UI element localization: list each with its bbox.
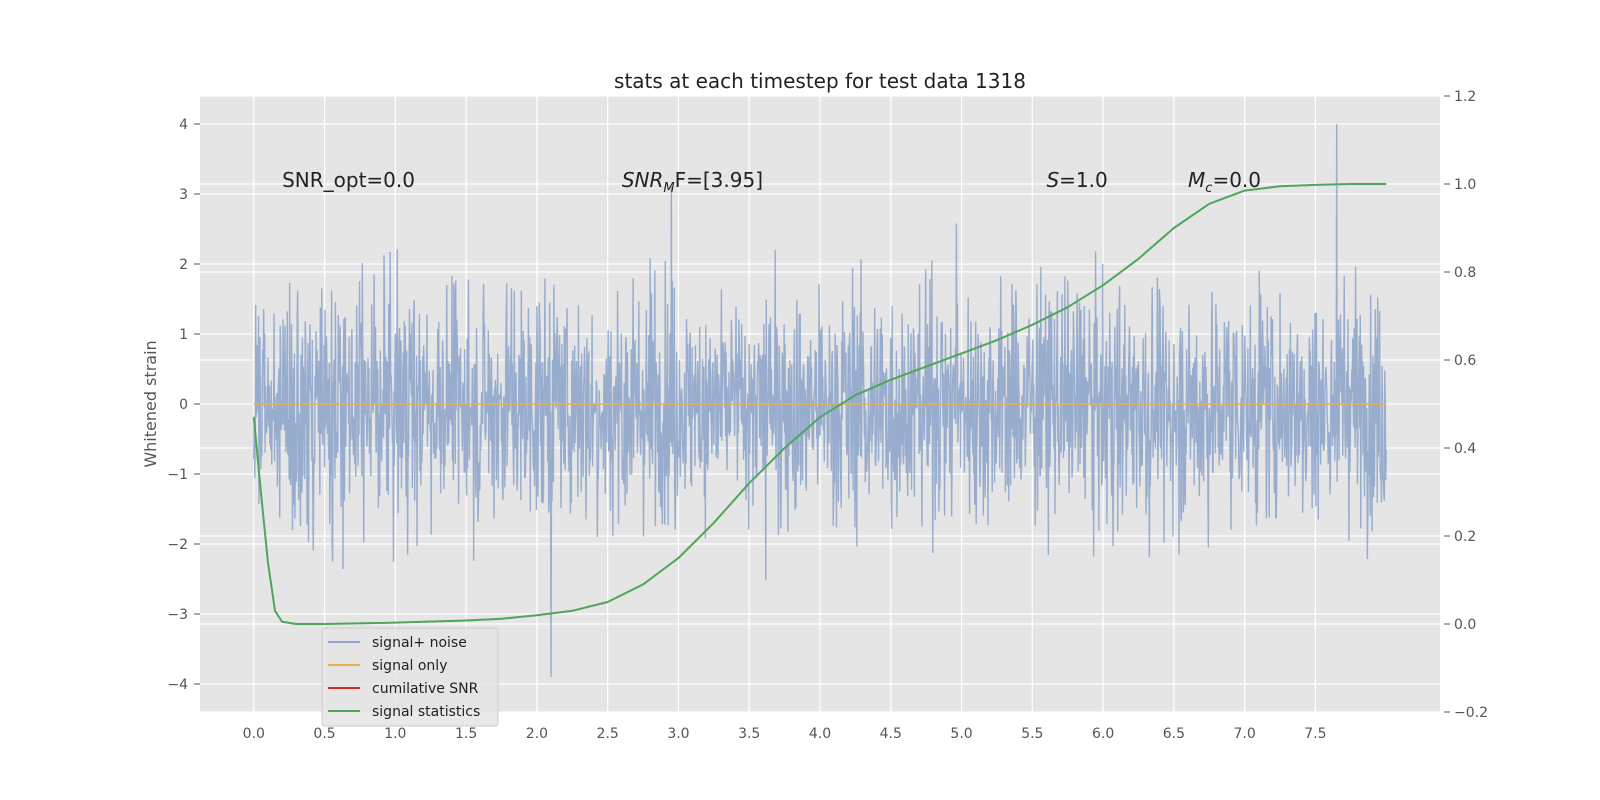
y2-tick-label: 0.6 — [1454, 353, 1476, 369]
y-tick-label: 3 — [179, 187, 188, 203]
annotation-text: SNRMF=[3.95] — [622, 168, 763, 196]
x-tick-label: 3.5 — [738, 726, 760, 742]
annotations: SNR_opt=0.0 SNRMF=[3.95] S=1.0 Mc=0.0 — [282, 168, 1261, 196]
x-tick-label: 6.0 — [1092, 726, 1114, 742]
annotation-subscript: M — [663, 181, 674, 196]
y-tick-label: 4 — [179, 117, 188, 133]
y2-axis-ticks: −0.2 0.0 0.2 0.4 0.6 0.8 1.0 1.2 — [1444, 89, 1488, 721]
y-tick-label: 2 — [179, 257, 188, 273]
legend-label: cumilative SNR — [372, 681, 479, 697]
annotation-text: S=1.0 — [1046, 168, 1107, 192]
signal-statistics-series — [252, 183, 1387, 625]
y-tick-label: −1 — [167, 467, 188, 483]
noise-trace — [253, 123, 1387, 678]
annotation-text: Mc=0.0 — [1188, 168, 1261, 196]
legend-label: signal+ noise — [372, 635, 467, 651]
legend-label: signal statistics — [372, 704, 480, 720]
signal-noise-series — [253, 123, 1387, 678]
annotation-symbol: S — [1046, 168, 1059, 192]
x-tick-label: 5.0 — [950, 726, 972, 742]
y2-tick-label: 1.0 — [1454, 177, 1476, 193]
x-tick-label: 0.5 — [313, 726, 335, 742]
x-tick-label: 1.0 — [384, 726, 406, 742]
y-tick-label: 1 — [179, 327, 188, 343]
y-tick-label: −3 — [167, 607, 188, 623]
x-tick-label: 4.5 — [880, 726, 902, 742]
y-tick-label: −2 — [167, 537, 188, 553]
annotation-subscript: c — [1205, 181, 1212, 196]
y2-tick-label: 0.4 — [1454, 441, 1476, 457]
y2-tick-label: 1.2 — [1454, 89, 1476, 105]
x-tick-label: 6.5 — [1163, 726, 1185, 742]
x-axis-ticks: 0.0 0.5 1.0 1.5 2.0 2.5 3.0 3.5 4.0 4.5 5.0 5.5 6.0 6… — [243, 726, 1327, 742]
x-tick-label: 2.0 — [526, 726, 548, 742]
annotation-text: SNR_opt=0.0 — [282, 168, 415, 192]
x-tick-label: 0.0 — [243, 726, 265, 742]
legend-label: signal only — [372, 658, 447, 674]
annotation-value: F=[3.95] — [675, 168, 763, 192]
x-tick-label: 7.0 — [1234, 726, 1256, 742]
y-axis-label: Whitened strain — [141, 340, 160, 467]
signal-statistics-line — [252, 183, 1387, 625]
y-axis-ticks: −4 −3 −2 −1 0 1 2 3 4 — [167, 117, 200, 693]
chart-title: stats at each timestep for test data 131… — [614, 69, 1026, 93]
x-tick-label: 1.5 — [455, 726, 477, 742]
annotation-symbol: SNR — [622, 168, 664, 192]
y-tick-label: 0 — [179, 397, 188, 413]
y-tick-label: −4 — [167, 677, 188, 693]
legend-box — [321, 627, 499, 727]
legend: signal+ noise signal only cumilative SNR si… — [321, 627, 499, 727]
x-tick-label: 4.0 — [809, 726, 831, 742]
annotation-value: =1.0 — [1059, 168, 1108, 192]
y2-tick-label: 0.0 — [1454, 617, 1476, 633]
x-tick-label: 3.0 — [667, 726, 689, 742]
y2-tick-label: −0.2 — [1454, 705, 1488, 721]
annotation-symbol: M — [1188, 168, 1205, 192]
y2-tick-label: 0.2 — [1454, 529, 1476, 545]
annotation-value: =0.0 — [1212, 168, 1261, 192]
y2-tick-label: 0.8 — [1454, 265, 1476, 281]
x-tick-label: 7.5 — [1304, 726, 1326, 742]
x-tick-label: 2.5 — [597, 726, 619, 742]
x-tick-label: 5.5 — [1021, 726, 1043, 742]
